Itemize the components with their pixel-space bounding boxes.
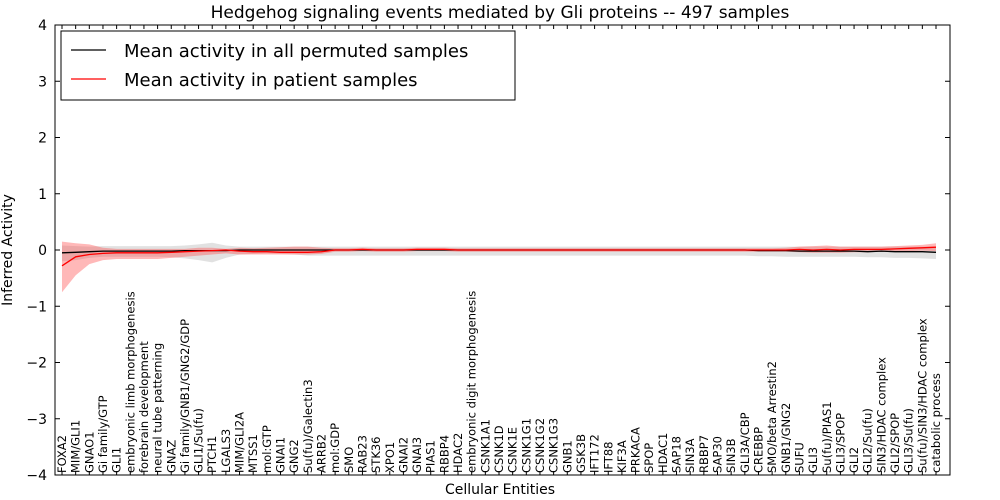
x-tick-label: neural tube patterning (151, 343, 165, 473)
x-tick-label: SMO (342, 447, 356, 473)
x-tick-label: GLI2 (847, 447, 861, 473)
x-tick-label: GNB1/GNG2 (779, 403, 793, 473)
legend-label-permuted: Mean activity in all permuted samples (124, 41, 468, 62)
x-tick-label: SUFU (792, 442, 806, 473)
x-tick-label: CSNK1G1 (519, 418, 533, 473)
x-tick-label: GLI3A/CBP (738, 412, 752, 473)
x-tick-label: mol:GDP (328, 423, 342, 473)
legend-box (60, 30, 516, 101)
y-tick-label: −3 (26, 412, 47, 428)
x-tick-label: RBBP7 (697, 435, 711, 473)
x-tick-label: GLI3/SPOP (833, 413, 847, 473)
x-tick-label: GNAI1 (274, 437, 288, 473)
x-tick-label: GNAI3 (410, 437, 424, 473)
y-axis: −4 −3 −2 −1 0 1 2 3 4 (26, 18, 950, 484)
confidence-bands (62, 241, 936, 293)
x-tick-label: PIAS1 (424, 440, 438, 473)
x-tick-label: GLI1 (110, 447, 124, 473)
y-tick-label: −4 (26, 468, 47, 484)
plot-frame (54, 24, 951, 476)
x-tick-label: RBBP4 (437, 435, 451, 473)
y-axis-label: Inferred Activity (0, 194, 16, 306)
x-tick-label: PTCH1 (205, 436, 219, 473)
x-tick-label: Gi family/GNB1/GNG2/GDP (178, 319, 192, 473)
band-series-1 (62, 241, 936, 293)
x-tick-label: CSNK1G3 (547, 418, 561, 473)
y-tick-label: 2 (38, 131, 47, 147)
x-tick-label: GNAI2 (396, 437, 410, 473)
x-tick-label: KIF3A (615, 440, 629, 473)
x-tick-label: STK36 (369, 437, 383, 474)
series-lines (61, 246, 937, 267)
x-tick-label: HDAC1 (656, 433, 670, 473)
x-tick-label: HDAC2 (451, 433, 465, 473)
x-tick-label: SPOP (642, 443, 656, 473)
x-tick-label: MIM/GLI1 (69, 420, 83, 473)
line-series-1 (61, 246, 937, 267)
x-tick-label: Su(fu)/SIN3/HDAC complex (915, 318, 929, 473)
x-tick-label: XPO1 (383, 442, 397, 473)
x-tick-label: LGALS3 (219, 429, 233, 473)
x-tick-label: GLI2/Su(fu) (861, 408, 875, 473)
x-axis-label: Cellular Entities (445, 482, 555, 498)
x-tick-label: catabolic process (929, 373, 943, 473)
band-series-0 (62, 242, 936, 263)
x-tick-label: CSNK1G2 (533, 418, 547, 473)
x-tick-label: SIN3/HDAC complex (874, 357, 888, 473)
x-tick-label: GLI3/Su(fu) (902, 408, 916, 473)
y-tick-label: 1 (38, 187, 47, 203)
x-tick-label: embryonic digit morphogenesis (465, 291, 479, 473)
x-tick-label: GNAZ (164, 440, 178, 473)
x-tick-label: CSNK1D (492, 425, 506, 473)
x-tick-label: CREBBP (752, 427, 766, 473)
x-tick-label: GLI2/SPOP (888, 413, 902, 473)
x-tick-label: MTSS1 (246, 434, 260, 473)
y-tick-label: 3 (38, 74, 47, 90)
x-tick-label: MIM/GLI2A (233, 412, 247, 473)
x-tick-label: IFT172 (588, 434, 602, 473)
x-tick-label: GNAO1 (82, 431, 96, 473)
x-tick-label: forebrain development (137, 341, 151, 473)
x-tick-label: GNB1 (560, 440, 574, 473)
x-axis: FOXA2 MIM/GLI1 GNAO1 Gi family/GTP GLI1 embry… (55, 25, 943, 475)
x-tick-label: FOXA2 (55, 435, 69, 473)
x-tick-label: mol:GTP (260, 425, 274, 473)
x-tick-label: Su(fu)/Galectin3 (301, 379, 315, 473)
x-tick-label: CSNK1A1 (478, 419, 492, 473)
x-tick-label: SIN3B (724, 438, 738, 473)
x-tick-label: SIN3A (683, 438, 697, 473)
legend: Mean activity in all permuted samples Me… (60, 30, 516, 101)
x-tick-label: CSNK1E (506, 427, 520, 473)
y-tick-label: 0 (38, 243, 47, 259)
x-tick-label: GNG2 (287, 439, 301, 473)
x-tick-label: GLI3 (806, 447, 820, 473)
y-tick-label: −1 (26, 299, 47, 315)
x-tick-label: ARRB2 (315, 434, 329, 473)
x-tick-label: GLI1/Su(fu) (192, 408, 206, 473)
y-tick-label: 4 (38, 18, 47, 34)
x-tick-label: Su(fu)/PIAS1 (820, 401, 834, 473)
x-tick-label: SMO/beta Arrestin2 (765, 361, 779, 473)
x-tick-label: GSK3B (574, 434, 588, 473)
y-tick-label: −2 (26, 356, 47, 372)
x-tick-label: embryonic limb morphogenesis (123, 291, 137, 473)
x-tick-label: PRKACA (629, 427, 643, 473)
x-tick-label: IFT88 (601, 442, 615, 473)
x-tick-label: SAP30 (711, 436, 725, 473)
x-tick-label: SAP18 (670, 436, 684, 473)
x-tick-label: RAB23 (355, 435, 369, 473)
legend-label-patient: Mean activity in patient samples (124, 70, 418, 91)
chart-title: Hedgehog signaling events mediated by Gl… (211, 3, 790, 23)
x-tick-label: Gi family/GTP (96, 395, 110, 473)
